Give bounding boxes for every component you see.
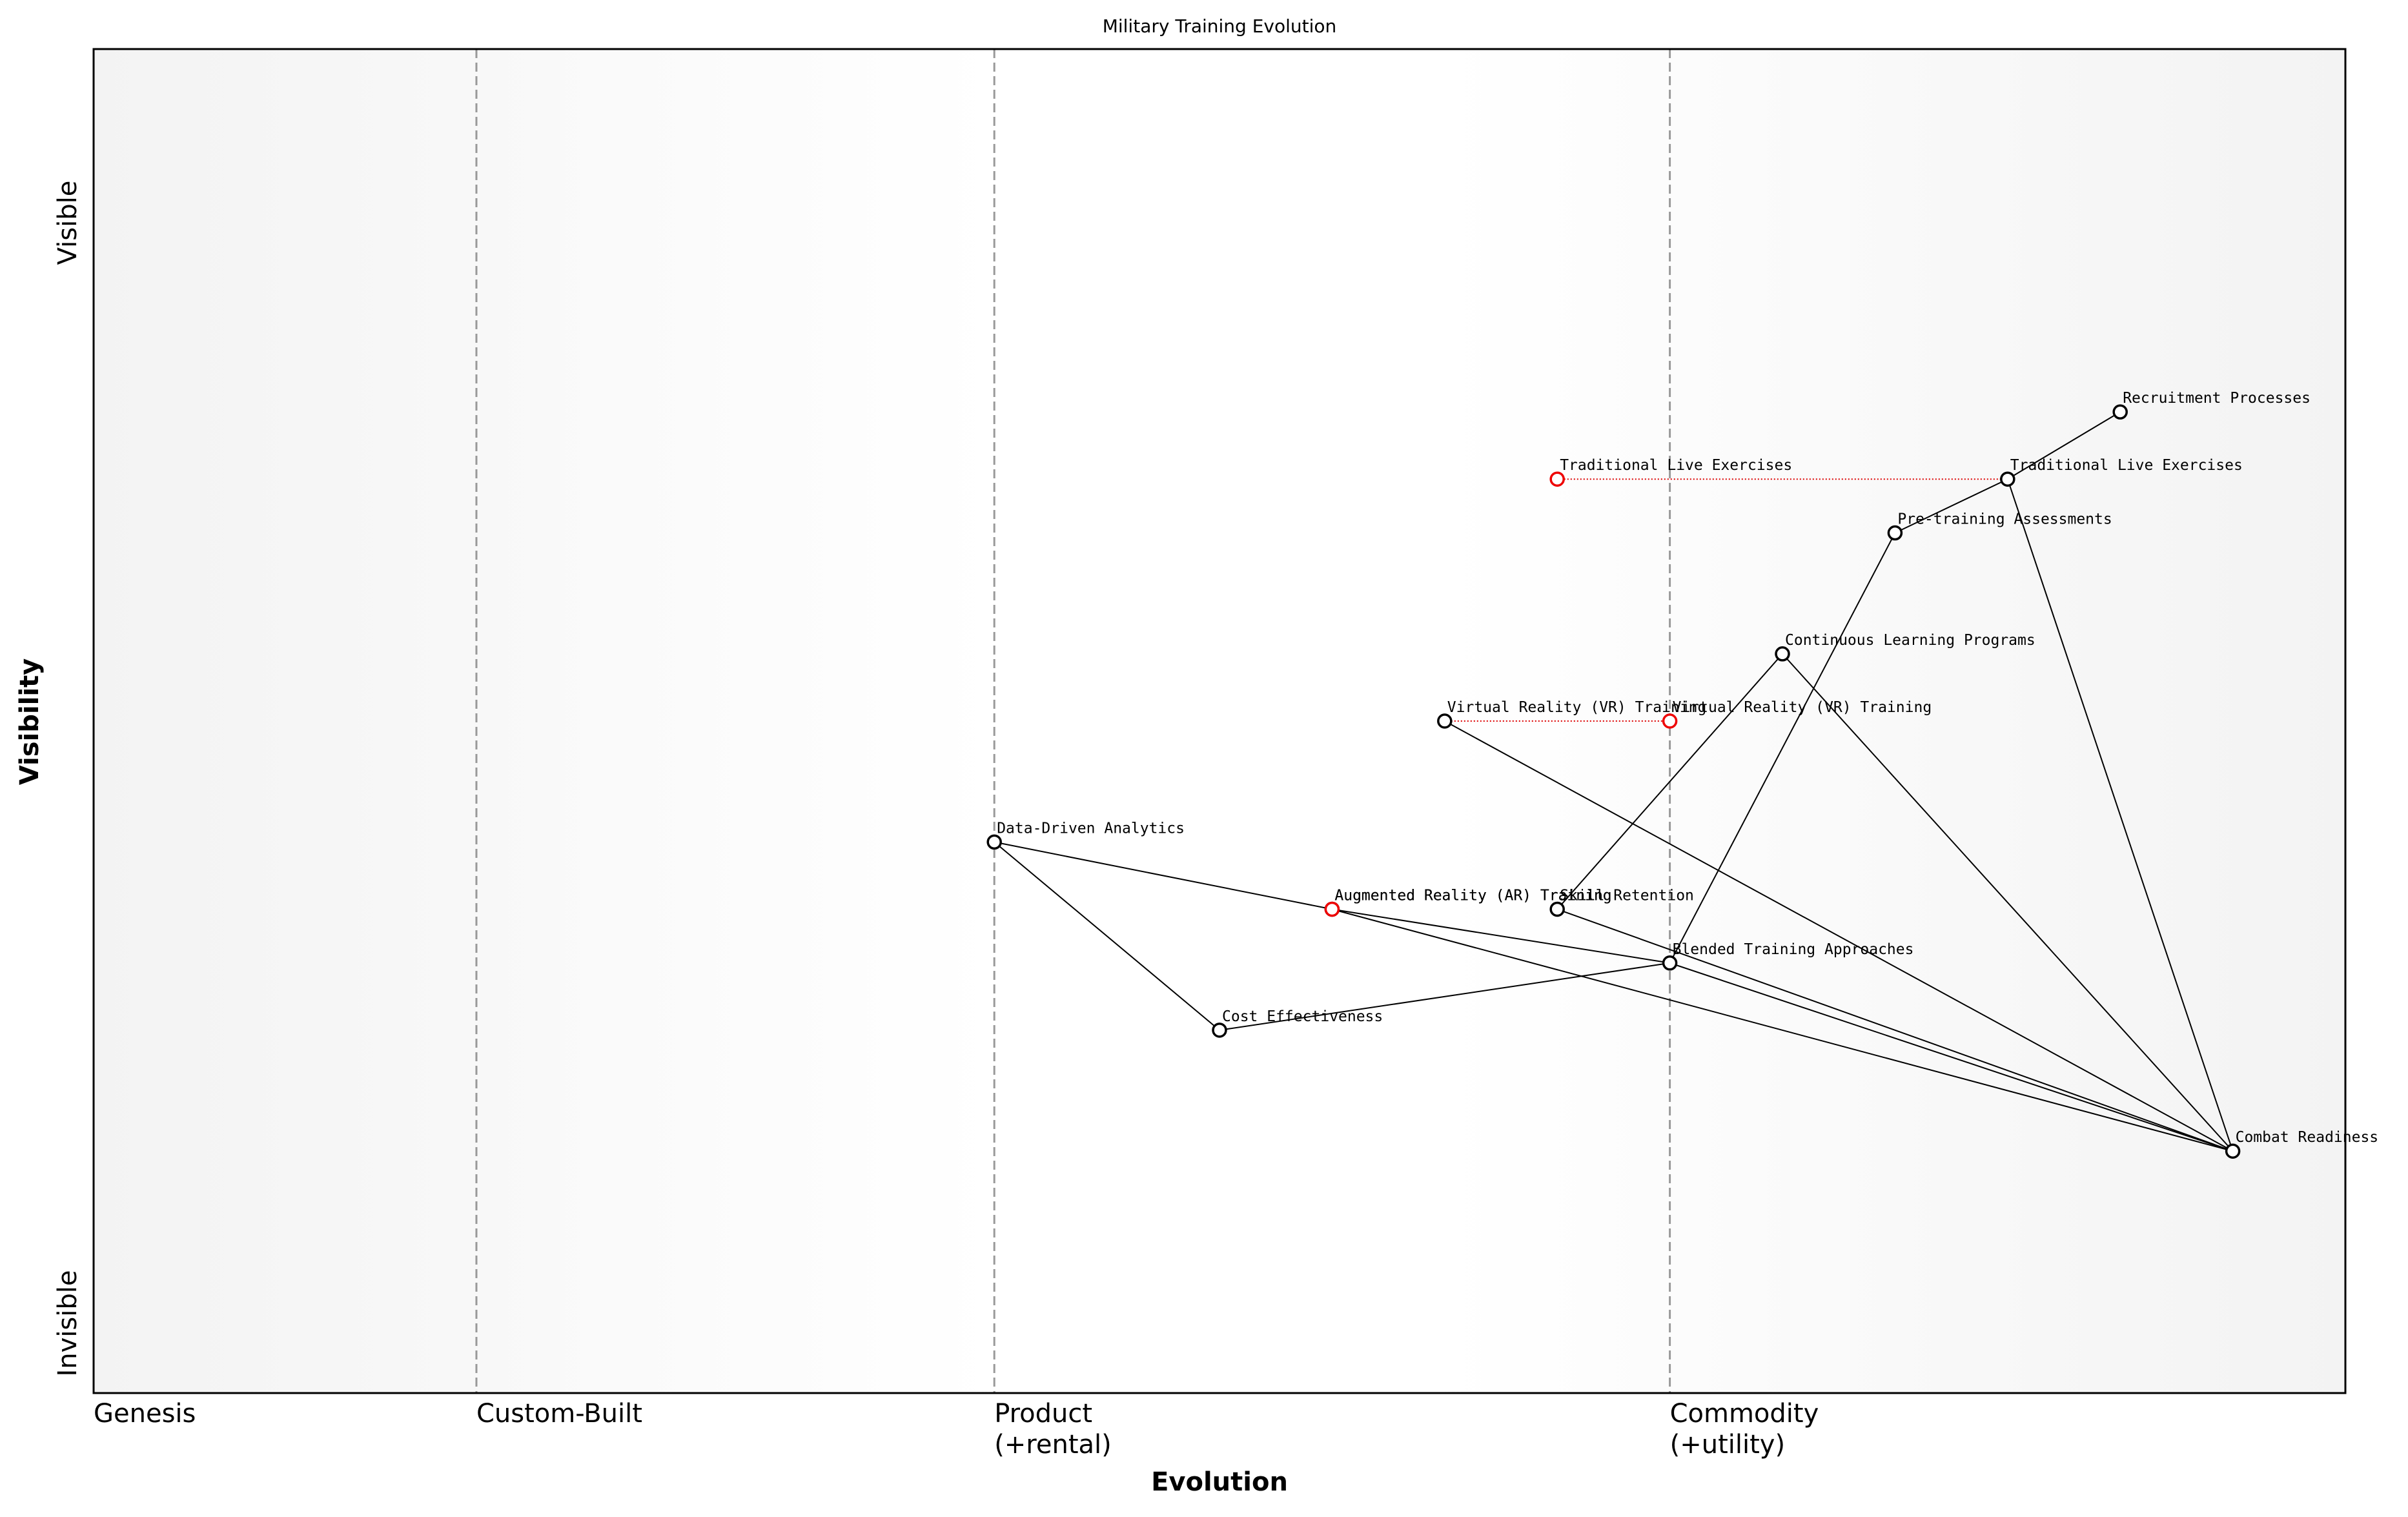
evolved-label: Augmented Reality (AR) Training bbox=[1334, 887, 1611, 904]
stage-label-line: Genesis bbox=[94, 1399, 196, 1429]
link bbox=[2007, 411, 2121, 480]
component-label: Augmented Reality (AR) Training bbox=[1334, 887, 1611, 904]
component bbox=[1437, 713, 1453, 729]
y-axis-title: Visibility bbox=[15, 658, 45, 785]
link bbox=[2006, 478, 2234, 1152]
component bbox=[2000, 471, 2015, 487]
stage-label: Custom-Built bbox=[476, 1399, 642, 1429]
stage-label: Product (+rental) bbox=[994, 1399, 1112, 1460]
link bbox=[994, 841, 1332, 910]
link bbox=[1332, 908, 2233, 1152]
stage-label-line: Commodity bbox=[1670, 1399, 1819, 1429]
stage-label-line: (+rental) bbox=[994, 1430, 1112, 1460]
link bbox=[1556, 653, 1783, 910]
link bbox=[1669, 533, 1896, 964]
evolved-label: Virtual Reality (VR) Training bbox=[1673, 699, 1932, 716]
evolved-component bbox=[1662, 713, 1678, 729]
component-label: Continuous Learning Programs bbox=[1785, 632, 2036, 649]
plot-frame bbox=[92, 48, 2347, 1394]
evolved-component bbox=[1549, 471, 1565, 487]
link bbox=[1782, 653, 2234, 1152]
link bbox=[1444, 720, 2234, 1152]
component-label: Combat Readiness bbox=[2236, 1129, 2379, 1146]
link bbox=[994, 841, 1220, 1031]
plot-background bbox=[94, 49, 2345, 1393]
link bbox=[1556, 908, 2233, 1152]
stage-label-line: Product bbox=[994, 1399, 1092, 1429]
x-axis-title: Evolution bbox=[1151, 1467, 1288, 1497]
link bbox=[1219, 962, 1670, 1031]
component-label: Data-Driven Analytics bbox=[997, 820, 1185, 837]
component bbox=[1775, 646, 1790, 662]
stage-label-line: Custom-Built bbox=[476, 1399, 642, 1429]
chart-title: Military Training Evolution bbox=[1103, 15, 1337, 37]
component bbox=[2225, 1143, 2241, 1159]
component bbox=[1887, 525, 1903, 541]
component bbox=[986, 834, 1002, 850]
component bbox=[1212, 1023, 1227, 1038]
stage-label: Genesis bbox=[94, 1399, 196, 1429]
component-label: Cost Effectiveness bbox=[1222, 1008, 1383, 1025]
plot-layer: Recruitment Processes Traditional Live Ex… bbox=[475, 49, 2379, 1393]
component-label: Recruitment Processes bbox=[2123, 390, 2311, 407]
component-label: Traditional Live Exercises bbox=[2010, 457, 2243, 474]
link bbox=[1669, 962, 2233, 1152]
component-label: Skill Retention bbox=[1560, 887, 1694, 904]
evolved-component bbox=[1324, 901, 1340, 917]
link bbox=[1332, 908, 1670, 964]
stage-label: Commodity (+utility) bbox=[1670, 1399, 1819, 1460]
component-label: Blended Training Approaches bbox=[1673, 941, 1914, 958]
stage-label-line: (+utility) bbox=[1670, 1430, 1785, 1460]
component-label: Pre-training Assessments bbox=[1897, 511, 2112, 528]
component bbox=[2112, 404, 2128, 420]
y-end-label: Visible bbox=[53, 181, 83, 265]
component bbox=[1662, 955, 1678, 971]
link bbox=[1894, 478, 2008, 534]
y-end-label: Invisible bbox=[53, 1270, 83, 1377]
evolved-label: Traditional Live Exercises bbox=[1560, 457, 1792, 474]
component bbox=[1549, 901, 1565, 917]
component-label: Virtual Reality (VR) Training bbox=[1447, 699, 1707, 716]
